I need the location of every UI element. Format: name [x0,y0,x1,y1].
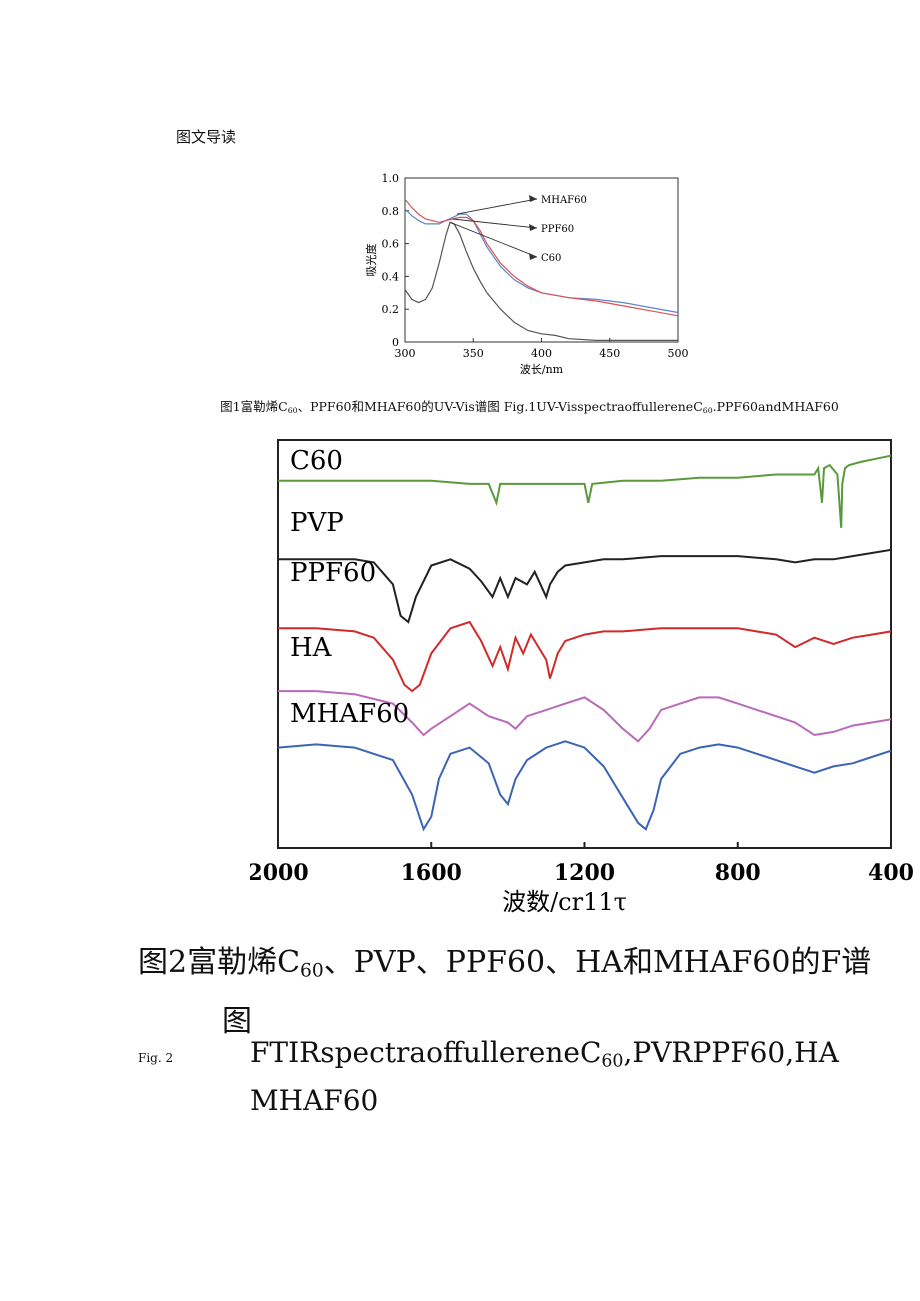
uv-x-tick-label: 300 [395,347,416,360]
uv-x-tick-label: 500 [668,347,689,360]
uv-annotation-arrowhead [529,253,537,260]
ftir-series-label: C60 [290,446,343,476]
ftir-series-label: PVP [290,508,344,538]
uv-annotation-label: MHAF60 [541,195,587,206]
ftir-plot-frame [277,439,892,849]
uv-series-line-c60 [404,221,678,341]
section-heading: 图文导读 [176,128,237,146]
figure2-caption-en-sub: 60 [601,1051,624,1072]
figure1-caption-sub1: 60 [287,405,298,415]
figure1-caption-c: .PPF60andMHAF60 [712,399,839,414]
ftir-series-line-pvp [278,548,892,624]
ftir-series-label: PPF60 [290,558,376,588]
uv-x-axis-label: 波长/nm [520,363,564,376]
uv-annotation-arrow [449,221,538,258]
uv-y-axis-label: 吸光度 [364,244,378,277]
figure2-caption-cn: 图2富勒烯C60、PVP、PPF60、HA和MHAF60的F谱 图 [138,938,871,1047]
figure2-caption-en-line2: MHAF60 [250,1084,379,1118]
uv-y-tick-label: 0.8 [382,205,400,218]
figure1-caption-a: 图1富勒烯C [220,399,288,414]
ftir-x-tick-label: 1600 [401,860,462,886]
uv-y-tick-label: 1.0 [382,172,400,185]
figure2-caption-cn-b: 、PVP、PPF60、HA和MHAF60的F谱 [323,945,872,980]
uv-annotation-label: C60 [541,253,561,264]
uv-y-tick-label: 0.6 [382,238,400,251]
figure1-caption: 图1富勒烯C60、PPF60和MHAF60的UV-Vis谱图 Fig.1UV-V… [0,396,920,415]
ftir-series-line-ha [278,690,892,743]
figure1-caption-sub2: 60 [702,405,713,415]
uv-x-tick-label: 450 [599,347,620,360]
figure1-caption-b: 、PPF60和MHAF60的UV-Vis谱图 Fig.1UV-Visspectr… [297,399,703,414]
ftir-x-axis-label: 波数/cr11τ [502,888,627,914]
ftir-series-label: HA [290,633,333,663]
ftir-x-tick-label: 2000 [250,860,309,886]
ftir-chart: 2000 1600 1200 800 400 波数/cr11τ C60 PVP PPF60 HA M… [250,439,914,914]
figure2-caption-cn-sub: 60 [300,960,324,982]
uv-vis-chart: 300 350 400 450 500 0 0.2 0.4 0.6 0.8 1.0 波长/nm 吸光度 M… [364,172,689,376]
figure2-label-en: Fig. 2 [138,1051,174,1065]
figure2-caption-cn-line2: 图 [222,1003,252,1039]
uv-annotation-arrow [452,218,538,229]
figure2-caption-en-a: FTIRspectraoffullereneC [250,1036,602,1069]
uv-annotation-arrowhead [529,224,537,231]
ftir-series-line-mhaf60 [277,740,892,832]
uv-annotation-arrow [456,198,538,215]
ftir-x-tick-label: 1200 [554,860,615,886]
uv-annotation-arrowhead [529,195,537,202]
ftir-x-tick-label: 800 [715,860,761,886]
uv-x-tick-label: 350 [463,347,484,360]
ftir-x-tick-label: 400 [868,860,914,886]
uv-y-tick-label: 0.4 [382,270,400,283]
uv-y-tick-label: 0 [392,336,399,349]
figure2-caption-en: FTIRspectraoffullereneC60,PVRPPF60,HA MH… [250,1033,839,1121]
ftir-series-line-ppf60 [278,620,892,693]
uv-series-line-mhaf60 [404,208,679,314]
figure2-caption-en-b: ,PVRPPF60,HA [623,1036,839,1069]
uv-annotation-label: PPF60 [541,224,574,235]
uv-series-line-ppf60 [404,198,679,317]
figure2-caption-cn-a: 图2富勒烯C [138,945,301,980]
uv-y-tick-label: 0.2 [382,303,400,316]
uv-x-tick-label: 400 [531,347,552,360]
ftir-series-label: MHAF60 [290,699,409,729]
ftir-series-line-c60 [278,454,892,528]
